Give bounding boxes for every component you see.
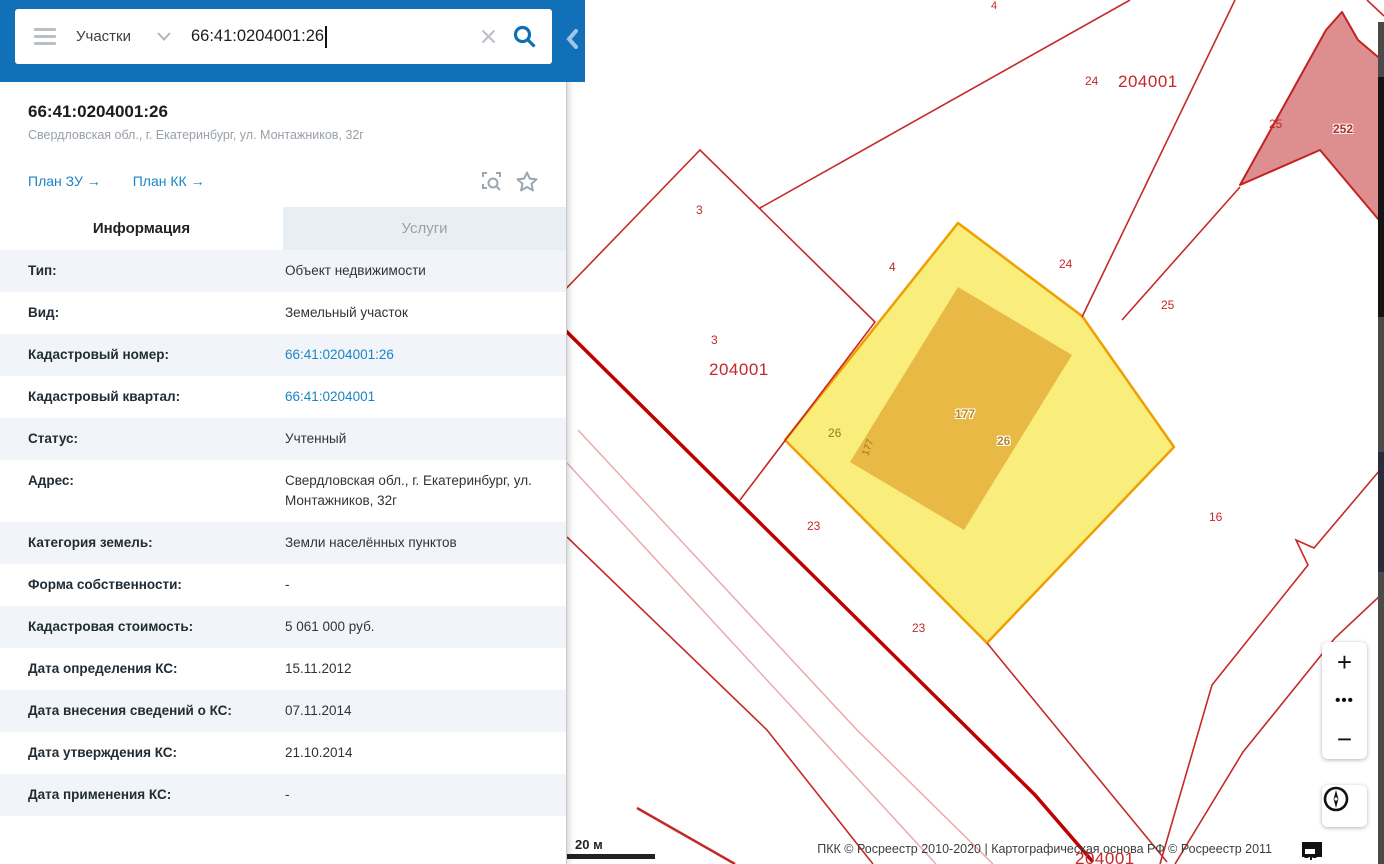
map-parcels-layer <box>567 0 1384 864</box>
quarter-number-label: 204001 <box>709 360 769 379</box>
parcel-number-label: 4 <box>889 260 896 274</box>
parcel-number-label: 3 <box>696 203 703 217</box>
table-row: Статус: Учтенный <box>0 418 566 460</box>
plan-links-row: План ЗУ → План КК → <box>28 168 538 194</box>
building-polygon[interactable] <box>850 287 1072 530</box>
tab-information[interactable]: Информация <box>0 207 283 250</box>
quarter-number-label: 204001 <box>1075 849 1135 864</box>
collapse-sidebar-icon[interactable] <box>566 29 578 49</box>
panel-tabs: Информация Услуги <box>0 207 566 250</box>
locate-icon[interactable] <box>1302 842 1351 860</box>
search-category-select[interactable]: Участки <box>76 28 131 45</box>
parcel-number-label: 252 <box>1333 122 1354 136</box>
right-edge-panel <box>1378 22 1384 864</box>
compass-button[interactable] <box>1322 785 1367 827</box>
division-lines <box>567 429 994 864</box>
object-header: 66:41:0204001:26 Свердловская обл., г. Е… <box>0 82 566 194</box>
parcel-number-label: 3 <box>711 333 718 347</box>
scale-bar-line <box>567 854 655 859</box>
info-sidebar: 66:41:0204001:26 Свердловская обл., г. Е… <box>0 0 567 864</box>
clear-search-icon[interactable] <box>481 29 496 44</box>
parcel-number-label: 24 <box>1085 74 1099 88</box>
table-row: Адрес: Свердловская обл., г. Екатеринбург… <box>0 460 566 522</box>
plan-kk-link[interactable]: План КК → <box>132 173 205 189</box>
table-row: Дата применения КС: - <box>0 774 566 816</box>
zoom-to-object-icon[interactable] <box>481 171 502 192</box>
menu-icon[interactable] <box>34 24 56 49</box>
favorite-star-icon[interactable] <box>516 171 538 192</box>
attributes-table: Тип: Объект недвижимости Вид: Земельный уч… <box>0 250 566 816</box>
map-zoom-controls: + ••• − <box>1322 642 1367 759</box>
zoom-in-button[interactable]: + <box>1336 646 1353 677</box>
cadastral-quarter-link[interactable]: 66:41:0204001 <box>285 389 376 404</box>
map-canvas[interactable]: 4 24 204001 25 252 3 4 24 25 3 204001 26… <box>567 0 1384 864</box>
tab-services[interactable]: Услуги <box>401 220 448 237</box>
table-row: Кадастровый номер: 66:41:0204001:26 <box>0 334 566 376</box>
pink-parcel-polygon[interactable] <box>1239 11 1384 227</box>
object-title: 66:41:0204001:26 <box>28 102 168 121</box>
cadastral-number-link[interactable]: 66:41:0204001:26 <box>285 347 394 362</box>
search-box: Участки 66:41:0204001:26 <box>15 9 552 64</box>
parcel-number-label: 25 <box>1269 117 1283 131</box>
boundary-line <box>636 806 736 864</box>
parcel-number-label: 25 <box>1161 298 1175 312</box>
scale-bar: 20 м <box>567 837 657 859</box>
table-row: Кадастровый квартал: 66:41:0204001 <box>0 376 566 418</box>
search-icon[interactable] <box>512 24 537 49</box>
parcel-number-label: 23 <box>807 519 821 533</box>
table-row: Тип: Объект недвижимости <box>0 250 566 292</box>
search-header: Участки 66:41:0204001:26 <box>0 0 585 82</box>
parcel-number-label: 23 <box>912 621 926 635</box>
zoom-out-button[interactable]: − <box>1336 723 1353 754</box>
parcel-boundaries <box>567 0 1384 864</box>
table-row: Форма собственности: - <box>0 564 566 606</box>
table-row: Дата определения КС: 15.11.2012 <box>0 648 566 690</box>
table-row: Кадастровая стоимость: 5 061 000 руб. <box>0 606 566 648</box>
table-row: Категория земель: Земли населённых пункто… <box>0 522 566 564</box>
text-caret <box>325 25 327 48</box>
map-attribution: ПКК © Росреестр 2010-2020 | Картографиче… <box>817 842 1272 856</box>
map-corner-toolbar <box>1302 842 1380 860</box>
chevron-down-icon[interactable] <box>157 32 171 41</box>
parcel-number-label: 26 <box>828 426 842 440</box>
scale-label: 20 м <box>575 837 603 852</box>
quarter-boundary-line <box>567 329 1095 864</box>
table-row: Вид: Земельный участок <box>0 292 566 334</box>
object-address: Свердловская обл., г. Екатеринбург, ул. … <box>28 128 364 142</box>
parcel-number-label: 26 <box>997 434 1011 448</box>
overview-map-icon[interactable] <box>1302 842 1380 860</box>
building-number-label: 177 <box>955 407 976 421</box>
table-row: Дата утверждения КС: 21.10.2014 <box>0 732 566 774</box>
table-row: Дата внесения сведений о КС: 07.11.2014 <box>0 690 566 732</box>
more-tools-button[interactable]: ••• <box>1335 692 1354 709</box>
plan-zu-link[interactable]: План ЗУ → <box>28 173 101 189</box>
quarter-number-label: 204001 <box>1118 72 1178 91</box>
parcel-number-label: 24 <box>1059 257 1073 271</box>
parcel-number-label: 16 <box>1209 510 1223 524</box>
search-input[interactable]: 66:41:0204001:26 <box>191 25 481 48</box>
parcel-number-label: 4 <box>991 0 998 12</box>
